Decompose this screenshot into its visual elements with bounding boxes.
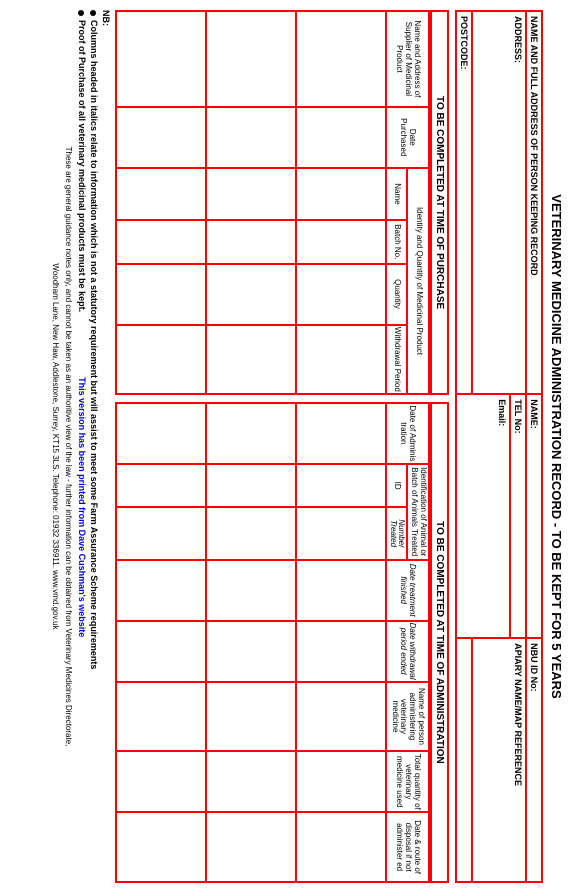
- notes: NB: Columns headed in italics relate to …: [77, 10, 111, 883]
- main-table: Name and Address of Supplier of Medicina…: [115, 10, 430, 883]
- nb-line1: Columns headed in italics relate to info…: [89, 20, 99, 669]
- bullet-icon: [78, 10, 84, 16]
- table-row: [206, 11, 296, 882]
- nb-line2: Proof of Purchase of all veterinary medi…: [77, 20, 87, 312]
- bullet-icon: [90, 10, 96, 16]
- col-qty: Quantity: [386, 264, 408, 325]
- col-supplier: Name and Address of Supplier of Medicina…: [386, 11, 429, 107]
- admin-section: TO BE COMPLETED AT TIME OF ADMINISTRATIO…: [434, 521, 445, 764]
- name-addr-label: NAME AND FULL ADDRESS OF PERSON KEEPING …: [529, 16, 539, 276]
- col-batch: Batch No.: [386, 220, 408, 264]
- address-label: ADDRESS:: [513, 16, 523, 63]
- fineprint2: Woodham Lane, New Haw, Addlestone, Surre…: [51, 10, 60, 883]
- col-name: Name: [386, 168, 408, 220]
- tel-label: TEL No:: [513, 399, 523, 433]
- email-label: Email:: [497, 399, 507, 426]
- table-row: [116, 11, 206, 882]
- col-ident-span: Identity and Quantity of Medicinal Produ…: [407, 168, 429, 394]
- record-form: VETERINARY MEDICINE ADMINISTRATION RECOR…: [43, 0, 572, 893]
- section-row: TO BE COMPLETED AT TIME OF PURCHASE TO B…: [430, 10, 449, 883]
- table-row: [296, 11, 386, 882]
- nb-label: NB:: [101, 10, 111, 26]
- nbu-label: NBU ID No:: [529, 643, 539, 692]
- purchase-section: TO BE COMPLETED AT TIME OF PURCHASE: [434, 96, 445, 309]
- postcode-label: POSTCODE:: [459, 16, 469, 70]
- page-title: VETERINARY MEDICINE ADMINISTRATION RECOR…: [549, 10, 564, 883]
- name-label: NAME:: [529, 399, 539, 429]
- fineprint1: These are general guidance notes only, a…: [64, 10, 73, 883]
- col-date-fin: Date treatment finished: [386, 560, 429, 621]
- col-disposal: Date & route of disposal if not administ…: [386, 812, 429, 882]
- header-table: NAME AND FULL ADDRESS OF PERSON KEEPING …: [455, 10, 543, 883]
- col-withdraw: Withdrawal Period: [386, 325, 408, 395]
- col-num-treated: Number Treated: [386, 507, 408, 559]
- col-date-purch: Date Purchased: [386, 107, 429, 168]
- col-date-admin: Date of Adminis tration: [386, 403, 429, 464]
- col-ident-animal: Identification of Animal or Batch of Ani…: [407, 464, 429, 560]
- apiary-label: APIARY NAME/MAP REFERENCE: [513, 643, 523, 786]
- col-date-wend: Date withdrawal period ended: [386, 621, 429, 682]
- col-person: Name of person administering veterinary …: [386, 682, 429, 752]
- col-id: ID: [386, 464, 408, 508]
- col-total-qty: Total quantity of veterinary medicine us…: [386, 751, 429, 812]
- website-note: This version has been printed from Dave …: [77, 377, 87, 637]
